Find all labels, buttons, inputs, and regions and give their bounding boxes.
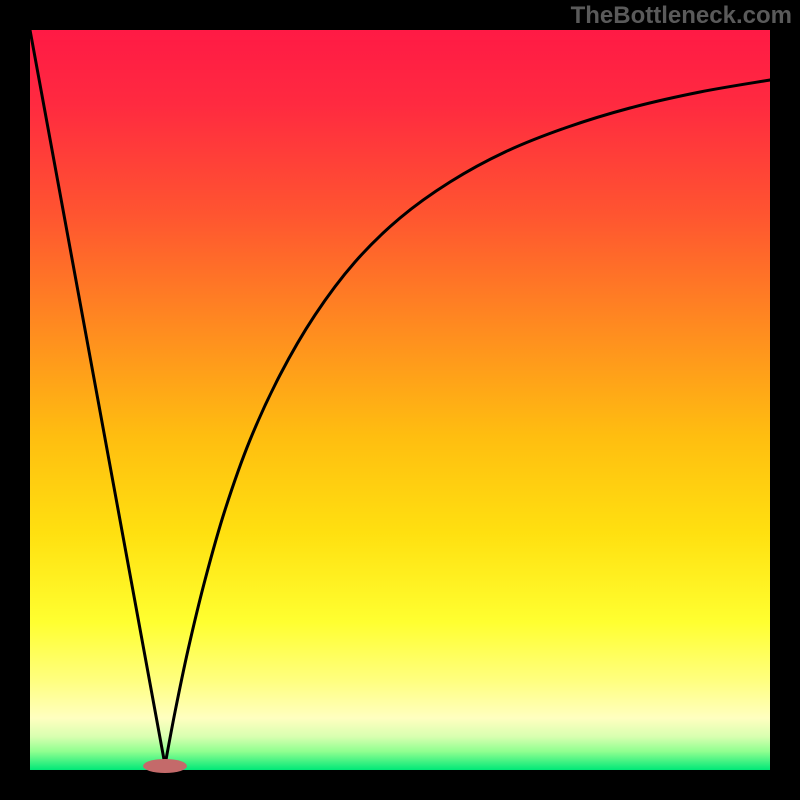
plot-area bbox=[30, 30, 770, 770]
vertex-marker bbox=[143, 759, 187, 773]
bottleneck-chart bbox=[0, 0, 800, 800]
watermark-text: TheBottleneck.com bbox=[571, 2, 792, 30]
chart-container: TheBottleneck.com bbox=[0, 0, 800, 800]
